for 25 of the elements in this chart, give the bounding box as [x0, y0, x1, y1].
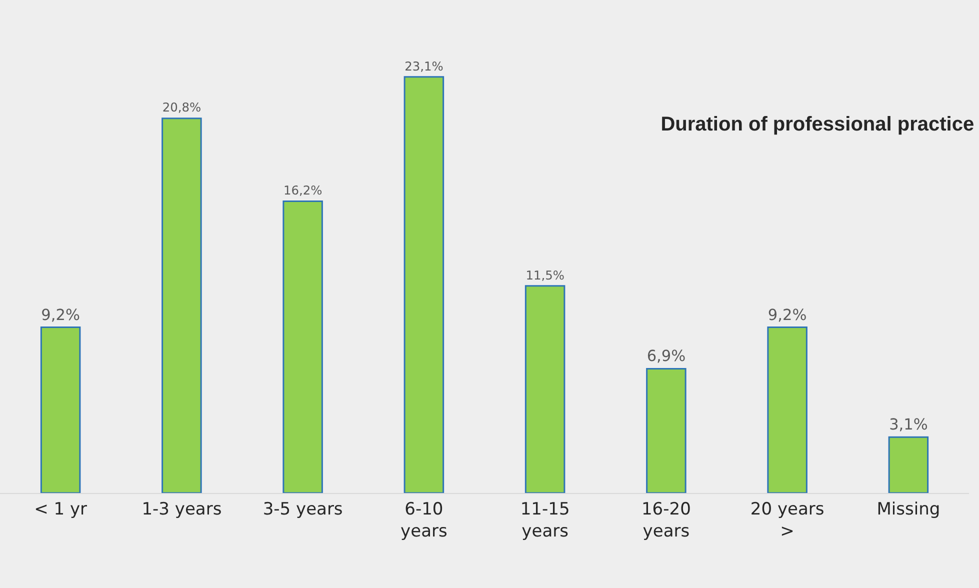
bar — [282, 200, 323, 493]
x-tick-label: 11-15 years — [520, 499, 570, 542]
data-label: 23,1% — [404, 59, 444, 74]
x-tick-label: Missing — [876, 499, 940, 520]
data-label: 20,8% — [162, 100, 202, 115]
x-tick-label: 6-10 years — [400, 499, 448, 542]
x-tick-label: 1-3 years — [142, 499, 222, 520]
bar — [404, 76, 444, 493]
x-tick-label: 16-20 years — [641, 499, 691, 542]
bar — [646, 368, 686, 493]
x-tick-label: 3-5 years — [262, 499, 343, 520]
text: Duration of professional practice — [660, 113, 974, 136]
data-label: 9,2% — [768, 306, 807, 324]
x-tick-label: < 1 yr — [34, 499, 88, 520]
data-label: 6,9% — [646, 347, 686, 366]
data-label: 9,2% — [41, 306, 80, 324]
data-label: 16,2% — [283, 184, 322, 198]
bar — [524, 285, 566, 493]
bar — [767, 326, 808, 493]
bar — [888, 436, 929, 493]
bar — [162, 118, 202, 493]
data-label: 11,5% — [526, 268, 564, 282]
bar — [40, 326, 81, 493]
x-tick-label: 20 years > — [750, 499, 824, 542]
data-label: 3,1% — [889, 416, 928, 434]
